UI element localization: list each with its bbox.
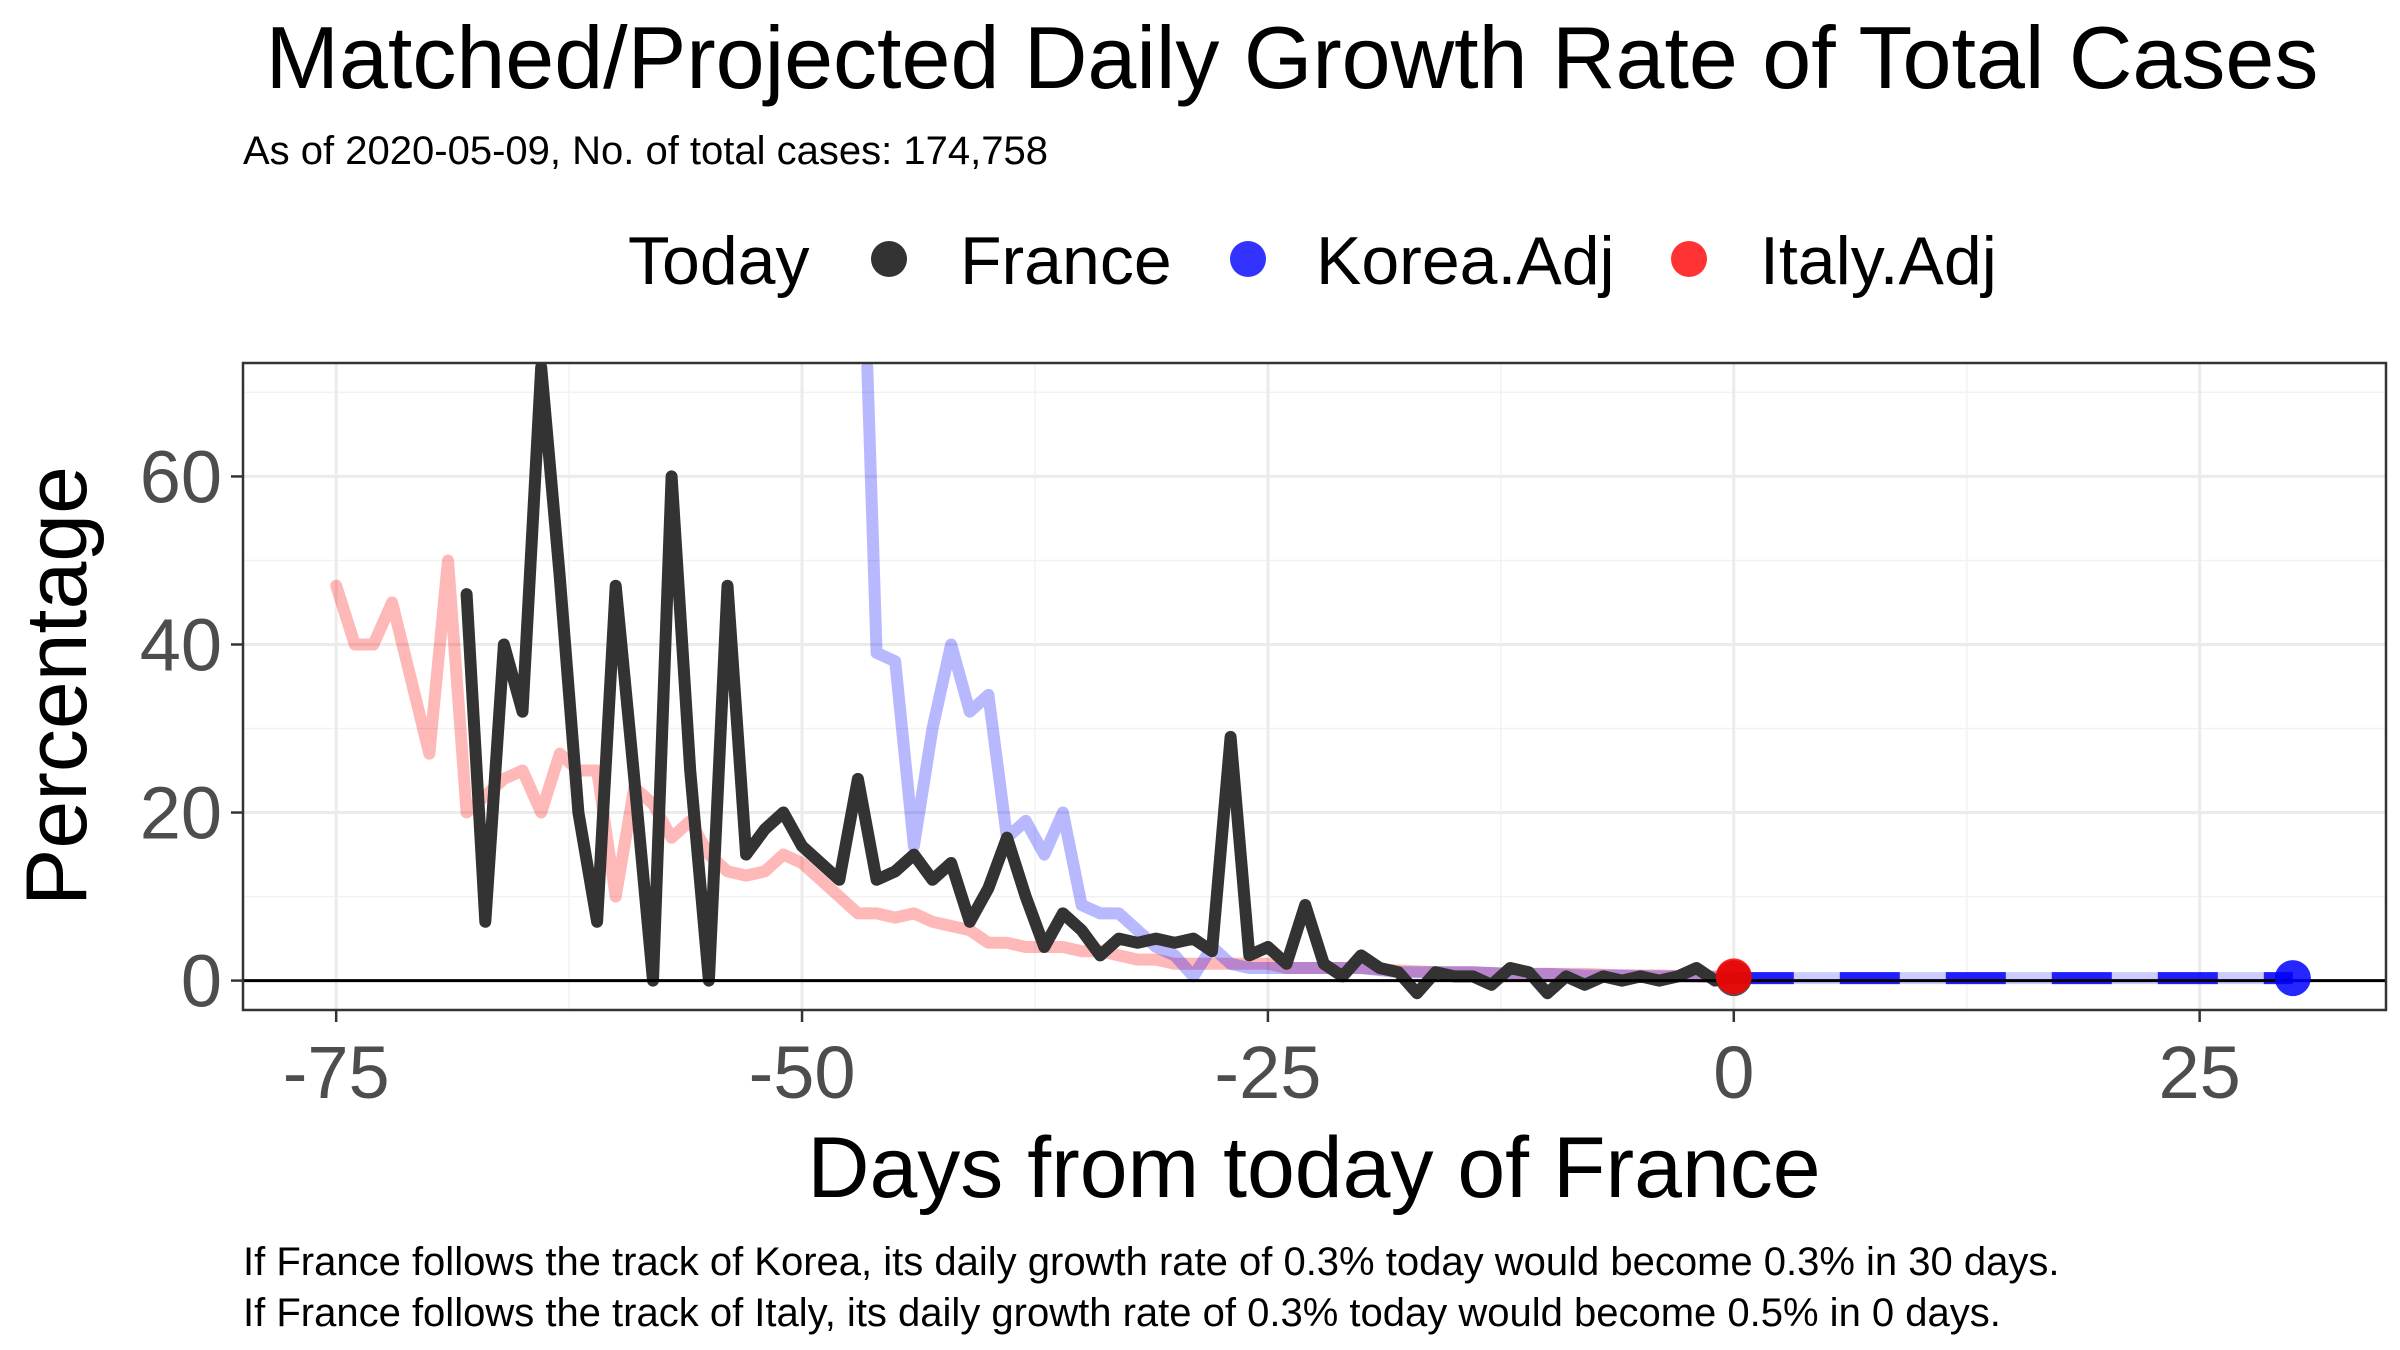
- x-tick-label: -25: [1214, 1031, 1321, 1114]
- series-line-france: [460, 363, 1740, 1000]
- y-axis-title: Percentage: [9, 466, 105, 906]
- y-tick-label: 40: [140, 603, 222, 686]
- chart-subtitle: As of 2020-05-09, No. of total cases: 17…: [243, 129, 1048, 173]
- legend-key-korea: [1230, 241, 1266, 277]
- caption-korea: If France follows the track of Korea, it…: [243, 1240, 2059, 1284]
- plot-border: [241, 361, 2388, 1012]
- x-axis-title: Days from today of France: [807, 1120, 1820, 1216]
- caption-italy: If France follows the track of Italy, it…: [243, 1291, 2001, 1335]
- x-tick-label: 0: [1713, 1031, 1754, 1114]
- x-tick-label: 25: [2158, 1031, 2240, 1114]
- y-tick-label: 0: [181, 940, 222, 1023]
- series-layer: [243, 363, 2386, 1000]
- legend-key-italy: [1671, 241, 1707, 277]
- today-point-italy: [1715, 958, 1752, 995]
- legend-label-korea: Korea.Adj: [1316, 223, 1615, 299]
- legend: Today France Korea.Adj Italy.Adj: [628, 223, 1997, 299]
- y-tick-label: 60: [140, 435, 222, 518]
- x-tick-label: -75: [283, 1031, 390, 1114]
- x-tick-label: -50: [749, 1031, 856, 1114]
- axis-ticks: -75 -50 -25 0 25 0 20 40 60: [140, 435, 2241, 1114]
- y-tick-label: 20: [140, 772, 222, 855]
- today-point-korea: [2274, 960, 2311, 997]
- legend-key-france: [871, 241, 907, 277]
- legend-title: Today: [628, 223, 809, 299]
- chart-title: Matched/Projected Daily Growth Rate of T…: [266, 8, 2319, 107]
- legend-label-italy: Italy.Adj: [1760, 223, 1997, 299]
- today-points: [1715, 958, 2311, 997]
- legend-label-france: France: [960, 223, 1172, 299]
